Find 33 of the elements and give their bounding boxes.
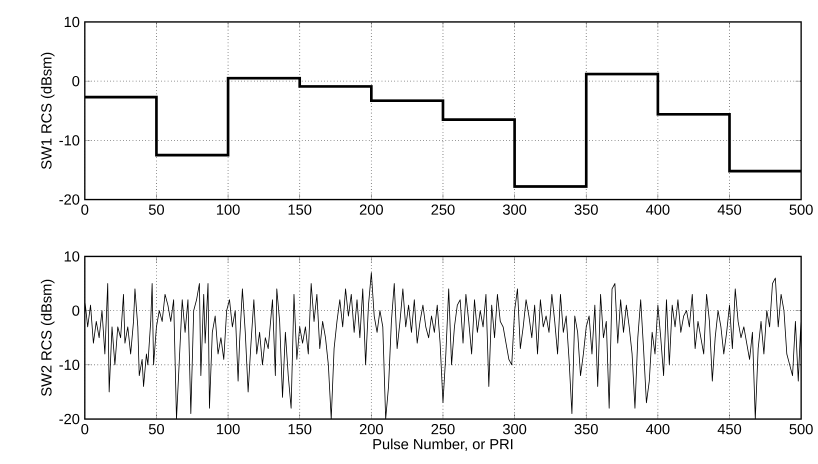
x-axis-title: Pulse Number, or PRI [373,438,512,452]
y-tick-label: 10 [64,251,80,262]
y-axis-title: SW2 RCS (dBsm) [40,280,54,396]
x-tick-label: 300 [502,204,526,215]
x-tick-label: 0 [81,204,88,215]
x-tick-label: 350 [574,424,598,434]
x-tick-label: 400 [646,424,670,434]
y-tick-label: 0 [72,76,80,86]
x-tick-label: 200 [360,204,383,215]
x-tick-label: 0 [81,424,88,434]
x-tick-label: 50 [148,204,164,215]
y-tick-label: -10 [59,360,80,370]
y-tick-label: 10 [64,16,80,28]
x-tick-label: 350 [574,204,598,215]
x-tick-label: 450 [718,424,742,434]
y-tick-label: -20 [59,414,80,424]
y-axis-title: SW1 RCS (dBsm) [40,52,54,170]
x-tick-label: 250 [431,424,455,434]
x-tick-label: 150 [288,204,312,215]
x-tick-label: 450 [718,204,742,215]
x-tick-label: 200 [360,424,383,434]
x-tick-label: 250 [431,204,455,215]
x-tick-label: 100 [216,424,240,434]
x-tick-label: 50 [148,424,164,434]
x-tick-label: 300 [502,424,526,434]
x-tick-label: 150 [288,424,312,434]
x-tick-label: 500 [790,204,813,215]
y-tick-label: -20 [59,194,80,205]
x-tick-label: 500 [790,424,813,434]
x-tick-label: 400 [646,204,670,215]
y-tick-label: -10 [59,135,80,146]
y-tick-label: 0 [72,305,80,316]
x-tick-label: 100 [216,204,240,215]
